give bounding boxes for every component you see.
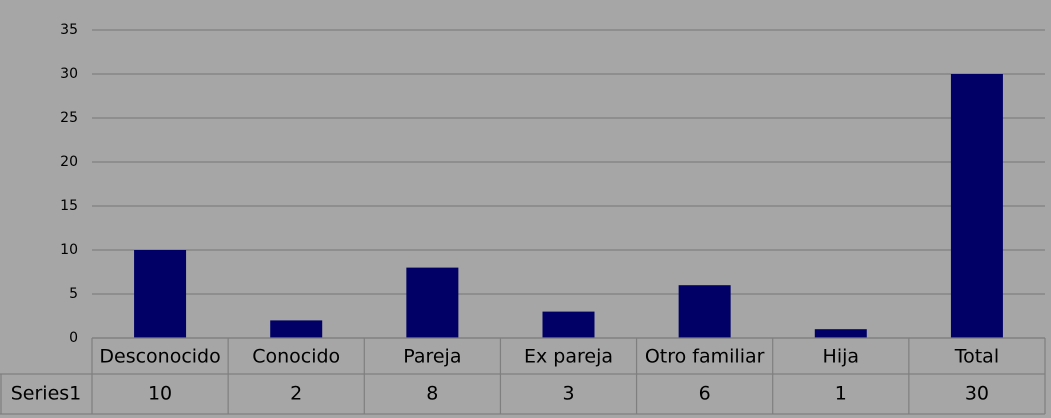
table-value: 8 bbox=[426, 383, 438, 405]
legend-label: Series1 bbox=[11, 383, 82, 405]
bar bbox=[814, 329, 867, 338]
table-value: 30 bbox=[965, 383, 989, 405]
table-value: 10 bbox=[148, 383, 172, 405]
y-tick-label: 35 bbox=[60, 22, 78, 38]
bar bbox=[134, 250, 187, 338]
y-tick-label: 25 bbox=[60, 110, 78, 126]
x-tick-label: Hija bbox=[823, 346, 860, 368]
table-value: 6 bbox=[699, 383, 711, 405]
table-value: 1 bbox=[835, 383, 847, 405]
table-value: 2 bbox=[290, 383, 302, 405]
x-tick-label: Pareja bbox=[403, 346, 461, 368]
y-tick-label: 5 bbox=[69, 286, 78, 302]
x-tick-label: Conocido bbox=[252, 346, 340, 368]
y-tick-label: 10 bbox=[60, 242, 78, 258]
x-tick-label: Total bbox=[954, 346, 999, 368]
bar bbox=[542, 311, 595, 338]
x-tick-label: Otro familiar bbox=[645, 346, 765, 368]
y-tick-label: 0 bbox=[69, 330, 78, 346]
bar bbox=[678, 285, 731, 338]
x-tick-label: Ex pareja bbox=[524, 346, 613, 368]
y-tick-label: 15 bbox=[60, 198, 78, 214]
bar bbox=[406, 267, 459, 338]
y-tick-label: 30 bbox=[60, 66, 78, 82]
bar bbox=[950, 74, 1003, 338]
x-tick-label: Desconocido bbox=[99, 346, 220, 368]
table-value: 3 bbox=[562, 383, 574, 405]
y-tick-label: 20 bbox=[60, 154, 78, 170]
bar bbox=[270, 320, 323, 338]
